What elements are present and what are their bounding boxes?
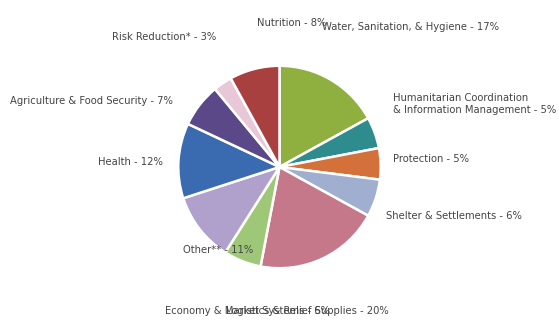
- Wedge shape: [178, 124, 280, 198]
- Wedge shape: [231, 66, 280, 167]
- Wedge shape: [215, 78, 280, 167]
- Wedge shape: [280, 167, 380, 216]
- Wedge shape: [225, 167, 280, 267]
- Text: Logistics & Relief Supplies - 20%: Logistics & Relief Supplies - 20%: [226, 306, 389, 316]
- Wedge shape: [280, 66, 368, 167]
- Text: Health - 12%: Health - 12%: [98, 157, 163, 167]
- Wedge shape: [260, 167, 368, 268]
- Text: Humanitarian Coordination
& Information Management - 5%: Humanitarian Coordination & Information …: [393, 94, 556, 115]
- Text: Nutrition - 8%: Nutrition - 8%: [257, 18, 326, 28]
- Wedge shape: [280, 148, 381, 180]
- Wedge shape: [183, 167, 280, 253]
- Wedge shape: [280, 118, 379, 167]
- Text: Risk Reduction* - 3%: Risk Reduction* - 3%: [112, 32, 217, 42]
- Text: Other** - 11%: Other** - 11%: [183, 245, 254, 255]
- Wedge shape: [188, 89, 280, 167]
- Text: Economy & Market Systems - 6%: Economy & Market Systems - 6%: [164, 306, 330, 316]
- Text: Shelter & Settlements - 6%: Shelter & Settlements - 6%: [386, 210, 522, 220]
- Text: Protection - 5%: Protection - 5%: [393, 154, 469, 164]
- Text: Agriculture & Food Security - 7%: Agriculture & Food Security - 7%: [11, 96, 173, 106]
- Text: Water, Sanitation, & Hygiene - 17%: Water, Sanitation, & Hygiene - 17%: [322, 22, 499, 32]
